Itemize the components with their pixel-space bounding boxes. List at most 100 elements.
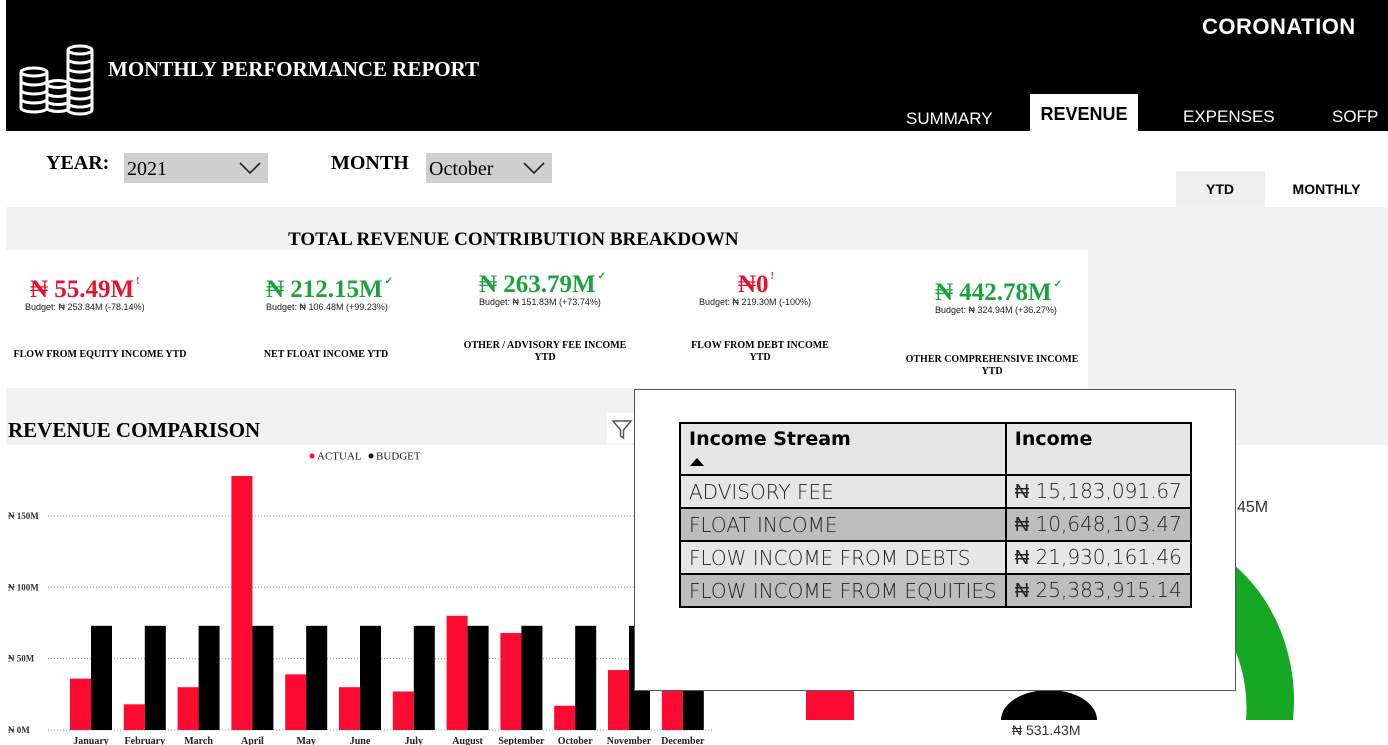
bar-actual[interactable] [70,678,91,730]
x-tick-label: August [452,736,483,745]
report-title: MONTHLY PERFORMANCE REPORT [108,57,480,81]
month-value: October [429,158,494,180]
stream-cell: FLOW INCOME FROM DEBTS [679,540,1007,575]
legend-dot [309,453,315,459]
income-header-label: Income [1014,428,1093,450]
x-tick-label: July [405,736,423,745]
x-tick-label: September [498,736,545,745]
income-cell: ₦ 10,648,103.47 [1004,507,1192,542]
legend-dot [368,453,374,459]
income-stream-header-label: Income Stream [689,428,851,450]
x-tick-label: March [184,736,213,745]
bar-actual[interactable] [231,475,253,730]
month-dropdown[interactable]: October [426,153,552,183]
toggle-ytd-button[interactable]: YTD [1176,171,1264,207]
bar-budget[interactable] [521,625,543,730]
kpi-oci-value: ₦ 442.78M ✓ [935,279,1063,306]
x-tick-label: November [607,736,652,745]
kpi-equity-budget: Budget: ₦ 253.84M (-78.14%) [25,302,145,312]
legend-label: ACTUAL [317,451,362,463]
kpi-oci-label: OTHER COMPREHENSIVE INCOME YTD [905,354,1079,377]
tab-sofp[interactable]: SOFP [1332,107,1379,126]
coins-icon [19,44,94,116]
kpi-float-value: ₦ 212.15M ✓ [266,276,394,303]
year-dropdown[interactable]: 2021 [124,153,268,183]
x-tick-label: October [558,736,594,745]
bar-actual[interactable] [554,705,576,730]
legend-label: BUDGET [376,451,421,463]
bar-actual[interactable] [339,687,360,730]
kpi-oci-budget: Budget: ₦ 324.94M (+36.27%) [935,305,1057,315]
kpi-advisory-value: ₦ 263.79M ✓ [479,271,607,298]
income-cell: ₦ 21,930,161.46 [1004,540,1192,575]
kpi-debt-value: ₦0! [738,271,774,298]
income-header[interactable]: Income [1004,422,1192,476]
kpi-panel [6,250,1088,388]
bar-budget[interactable] [575,625,597,730]
x-tick-label: January [73,736,109,745]
bar-budget[interactable] [306,625,328,730]
sort-ascending-icon [690,458,704,466]
year-value: 2021 [127,158,167,180]
bar-actual[interactable] [123,704,145,730]
year-label: YEAR: [46,152,110,174]
gauge-value-label: ₦ 531.43M [1012,722,1081,738]
y-tick-label: ₦ 50M [8,654,35,664]
bar-budget[interactable] [144,625,166,730]
gauge-black-segment [1001,690,1097,720]
x-tick-label: May [296,736,315,745]
stream-cell: ADVISORY FEE [679,474,1007,509]
x-tick-label: June [350,736,371,745]
y-tick-label: ₦ 100M [8,582,39,592]
bar-budget[interactable] [91,625,112,730]
revenue-comparison-chart: ₦ 0M ₦ 50M ₦ 100M ₦ 150M January February Marc… [8,446,728,745]
bar-budget[interactable] [360,625,381,730]
income-table: Income Stream Income ADVISORY FEE ₦ 15,18… [679,422,1192,608]
x-tick-label: April [241,736,264,745]
bar-budget[interactable] [413,625,435,730]
y-tick-label: ₦ 0M [8,725,30,735]
filter-icon[interactable] [607,413,637,443]
kpi-advisory-label: OTHER / ADVISORY FEE INCOME YTD [463,340,627,363]
table-header-row: Income Stream Income [679,422,1192,476]
table-row: FLOW INCOME FROM DEBTS ₦ 21,930,161.46 [679,540,1192,575]
kpi-debt-label: FLOW FROM DEBT INCOME YTD [691,340,829,363]
chevron-down-icon [523,162,545,175]
kpi-equity-label: FLOW FROM EQUITY INCOME YTD [13,349,187,360]
breakdown-title: TOTAL REVENUE CONTRIBUTION BREAKDOWN [288,229,739,250]
bar-actual[interactable] [392,691,414,730]
bar-actual[interactable] [500,632,522,730]
bar-actual[interactable] [608,670,629,730]
stream-cell: FLOAT INCOME [679,507,1007,542]
kpi-advisory-budget: Budget: ₦ 151.83M (+73.74%) [479,297,601,307]
bar-actual[interactable] [177,687,199,730]
kpi-debt-budget: Budget: ₦ 219.30M (-100%) [699,297,812,307]
kpi-float-budget: Budget: ₦ 106.48M (+99.23%) [266,302,388,312]
gauge-max-label: 45M [1237,499,1269,516]
table-row: ADVISORY FEE ₦ 15,183,091.67 [679,474,1192,509]
table-row: FLOW INCOME FROM EQUITIES ₦ 25,383,915.14 [679,573,1192,608]
income-cell: ₦ 15,183,091.67 [1004,474,1192,509]
income-stream-header[interactable]: Income Stream [679,422,1007,476]
kpi-float-label: NET FLOAT INCOME YTD [263,349,389,360]
bar-actual[interactable] [446,615,468,730]
bar-budget[interactable] [198,625,220,730]
tab-expenses[interactable]: EXPENSES [1183,107,1275,126]
bar-budget[interactable] [252,625,274,730]
bar-budget[interactable] [467,625,489,730]
bar-actual[interactable] [285,674,307,730]
table-row: FLOAT INCOME ₦ 10,648,103.47 [679,507,1192,542]
x-tick-label: February [125,736,166,745]
income-tooltip: Income Stream Income ADVISORY FEE ₦ 15,18… [634,389,1236,691]
toggle-monthly-button[interactable]: MONTHLY [1265,171,1388,207]
header-bar [6,0,1388,131]
kpi-equity-value: ₦ 55.49M! [30,276,140,303]
income-cell: ₦ 25,383,915.14 [1004,573,1192,608]
tab-revenue[interactable]: REVENUE [1030,94,1138,131]
month-label: MONTH [331,152,409,174]
y-tick-label: ₦ 150M [8,511,39,521]
tab-summary[interactable]: SUMMARY [906,109,993,128]
brand-logo-text: CORONATION [1202,14,1356,39]
x-tick-label: December [661,736,705,745]
stream-cell: FLOW INCOME FROM EQUITIES [679,573,1007,608]
